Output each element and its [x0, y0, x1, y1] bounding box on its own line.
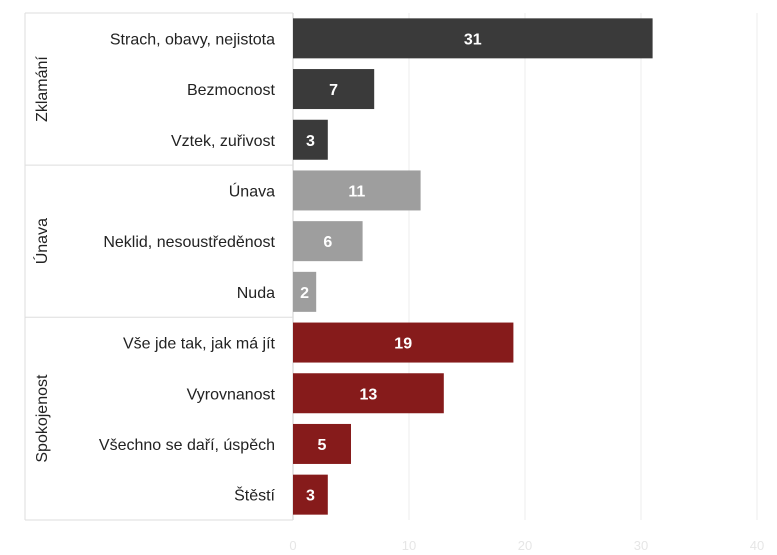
grid-layer [408, 13, 758, 520]
category-label: Bezmocnost [187, 82, 276, 99]
x-tick-label: 30 [634, 538, 648, 553]
bar-value-label: 5 [318, 437, 327, 454]
bar [293, 69, 375, 110]
bar-value-label: 2 [300, 285, 309, 302]
bar-value-label: 19 [394, 336, 412, 353]
x-tick-label: 40 [750, 538, 764, 553]
bar [293, 119, 328, 160]
category-label: Štěstí [234, 486, 275, 505]
bar-value-label: 11 [348, 183, 365, 200]
bar [293, 221, 363, 262]
bar-value-label: 6 [323, 234, 332, 251]
category-label: Nuda [237, 285, 275, 302]
category-label: Vztek, zuřivost [171, 133, 276, 150]
group-label: Spokojenost [34, 374, 51, 463]
bar-value-label: 31 [464, 31, 482, 48]
category-label: Neklid, nesoustředěnost [103, 234, 275, 251]
bar [293, 170, 421, 211]
category-label: Vyrovnanost [187, 386, 276, 403]
bar-value-label: 3 [306, 133, 315, 150]
bars-layer: 31 7 3 11 6 2 19 13 5 3 [293, 18, 653, 515]
category-label: Vše jde tak, jak má jít [123, 336, 276, 353]
bar [293, 322, 514, 363]
group-labels: Zklamání Únava Spokojenost [32, 56, 51, 463]
category-label: Všechno se daří, úspěch [99, 437, 275, 454]
x-tick-label: 0 [289, 538, 296, 553]
category-label: Únava [229, 181, 275, 200]
bar [293, 18, 653, 59]
x-tick-label: 20 [518, 538, 532, 553]
bar [293, 423, 351, 464]
x-axis-ticks: 0 10 20 30 40 [289, 538, 764, 553]
category-label: Strach, obavy, nejistota [110, 31, 275, 48]
group-label: Zklamání [34, 56, 51, 122]
bar-value-label: 7 [329, 82, 338, 99]
bar [293, 373, 444, 414]
bar-value-label: 3 [306, 488, 315, 505]
category-labels: Strach, obavy, nejistota Bezmocnost Vztek,… [99, 31, 276, 504]
bar-value-label: 13 [360, 386, 378, 403]
bar [293, 271, 317, 312]
group-label: Únava [32, 218, 51, 264]
bar [293, 474, 328, 515]
x-tick-label: 10 [402, 538, 416, 553]
